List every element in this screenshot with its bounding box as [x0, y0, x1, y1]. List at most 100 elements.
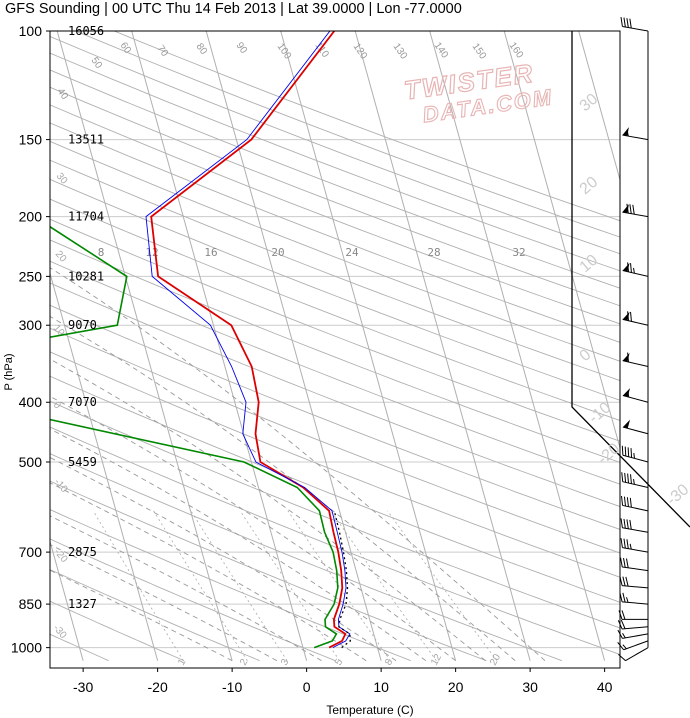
mixing-ratio-label: 8: [383, 657, 396, 668]
moist-adiabat: [50, 267, 546, 662]
y-tick-label: 200: [19, 209, 43, 225]
x-tick-label: 40: [597, 679, 613, 695]
dry-adiabat: [50, 480, 487, 662]
dry-adiabat: [50, 400, 620, 629]
height-label: 1327: [68, 597, 97, 611]
wind-barb: [621, 445, 649, 463]
isotherm: [131, 31, 308, 661]
dry-adiabat-label: 0: [51, 400, 63, 412]
height-label: 2875: [68, 545, 97, 559]
isotherm: [205, 31, 382, 661]
wind-barb: [622, 203, 649, 218]
height-label: 5459: [68, 455, 97, 469]
mixing-ratio-line: [153, 510, 248, 661]
y-tick-label: 1000: [11, 640, 42, 656]
wind-barbs: [617, 17, 649, 662]
wind-barb: [619, 576, 649, 589]
mixing-ratio-line: [387, 510, 498, 661]
wetbulb-label: 8: [98, 246, 105, 259]
hodograph-label: 0: [577, 346, 595, 365]
x-tick-label: -10: [222, 679, 242, 695]
isotherm: [50, 271, 159, 661]
wind-barb: [618, 647, 649, 662]
isotherm-label: 90: [234, 40, 250, 56]
moist-adiabat: [50, 544, 278, 662]
hodograph-label: -10: [586, 399, 615, 427]
isotherm: [354, 31, 531, 661]
isotherm-label: 140: [432, 40, 451, 60]
dry-adiabat: [50, 52, 620, 272]
dry-adiabat: [50, 453, 563, 662]
hodograph-label: 30: [577, 91, 602, 116]
wetbulb-label: 16: [204, 246, 217, 259]
x-tick-label: -20: [148, 679, 168, 695]
moist-adiabat: [50, 428, 427, 662]
parcel-line: [333, 510, 351, 649]
wetbulb-label: 20: [271, 246, 284, 259]
isotherm: [429, 31, 606, 661]
isotherm: [0, 31, 9, 661]
dry-adiabat: [50, 104, 620, 325]
x-axis-label: Temperature (C): [326, 703, 413, 717]
hodograph-label: 10: [577, 252, 602, 277]
mixing-ratio-label: 20: [488, 652, 503, 668]
wind-barb: [620, 538, 649, 553]
isotherm-label: 80: [194, 41, 210, 57]
y-tick-label: 700: [19, 544, 43, 560]
height-label: 16056: [68, 24, 104, 38]
plot-frame: [49, 30, 621, 669]
mixing-ratio-line: [190, 510, 288, 661]
dry-adiabat: [50, 282, 620, 507]
y-tick-label: 400: [19, 394, 43, 410]
wind-barb: [622, 127, 649, 141]
dry-adiabat: [50, 198, 620, 421]
y-tick-label: 250: [19, 268, 43, 284]
dry-adiabat: [50, 600, 185, 662]
plot-border: [49, 30, 621, 669]
mixing-ratio-label: 5: [333, 657, 346, 668]
dry-adiabat: [50, 69, 620, 289]
wind-barb: [622, 419, 649, 435]
dry-adiabat: [50, 140, 620, 362]
wetbulb-label: 32: [512, 246, 525, 259]
moist-adiabat: [50, 315, 516, 662]
wind-barb: [622, 262, 649, 277]
sounding-traces: [50, 31, 351, 649]
y-tick-label: 150: [19, 132, 43, 148]
wind-barb: [620, 17, 649, 32]
x-tick-label: 10: [373, 679, 389, 695]
isotherm-label: 150: [470, 41, 489, 61]
chart-title: GFS Sounding | 00 UTC Thu 14 Feb 2013 | …: [5, 1, 462, 17]
isotherm-label: 130: [391, 41, 410, 61]
dry-adiabat: [50, 239, 620, 463]
dry-adiabat: [50, 218, 620, 442]
mixing-ratio-line: [92, 510, 184, 661]
virtual-temperature-line: [145, 31, 351, 649]
wind-barb: [617, 640, 649, 651]
height-label: 9070: [68, 318, 97, 332]
y-tick-label: 100: [19, 23, 43, 39]
wind-barb: [622, 352, 649, 367]
wind-barb: [621, 495, 649, 512]
dry-adiabat-label: 20: [53, 249, 69, 265]
wetbulb-label: 24: [345, 246, 359, 259]
moist-adiabat: [50, 395, 456, 662]
moist-adiabat: [50, 358, 486, 662]
y-axis-label: P (hPa): [3, 353, 15, 390]
dewpoint-line: [50, 225, 339, 649]
isotherm: [280, 31, 457, 661]
isotherm-label: 100: [275, 41, 294, 61]
height-label: 7070: [68, 395, 97, 409]
mixing-ratio-label: 2: [238, 657, 251, 668]
wind-barb: [617, 629, 649, 639]
isotherm-label: 70: [155, 43, 171, 59]
moist-adiabat: [50, 457, 397, 662]
height-label: 13511: [68, 133, 104, 147]
y-tick-label: 850: [19, 596, 43, 612]
dry-adiabat: [50, 304, 620, 530]
mixing-ratio-label: 12: [429, 652, 444, 668]
x-tick-label: 20: [448, 679, 464, 695]
